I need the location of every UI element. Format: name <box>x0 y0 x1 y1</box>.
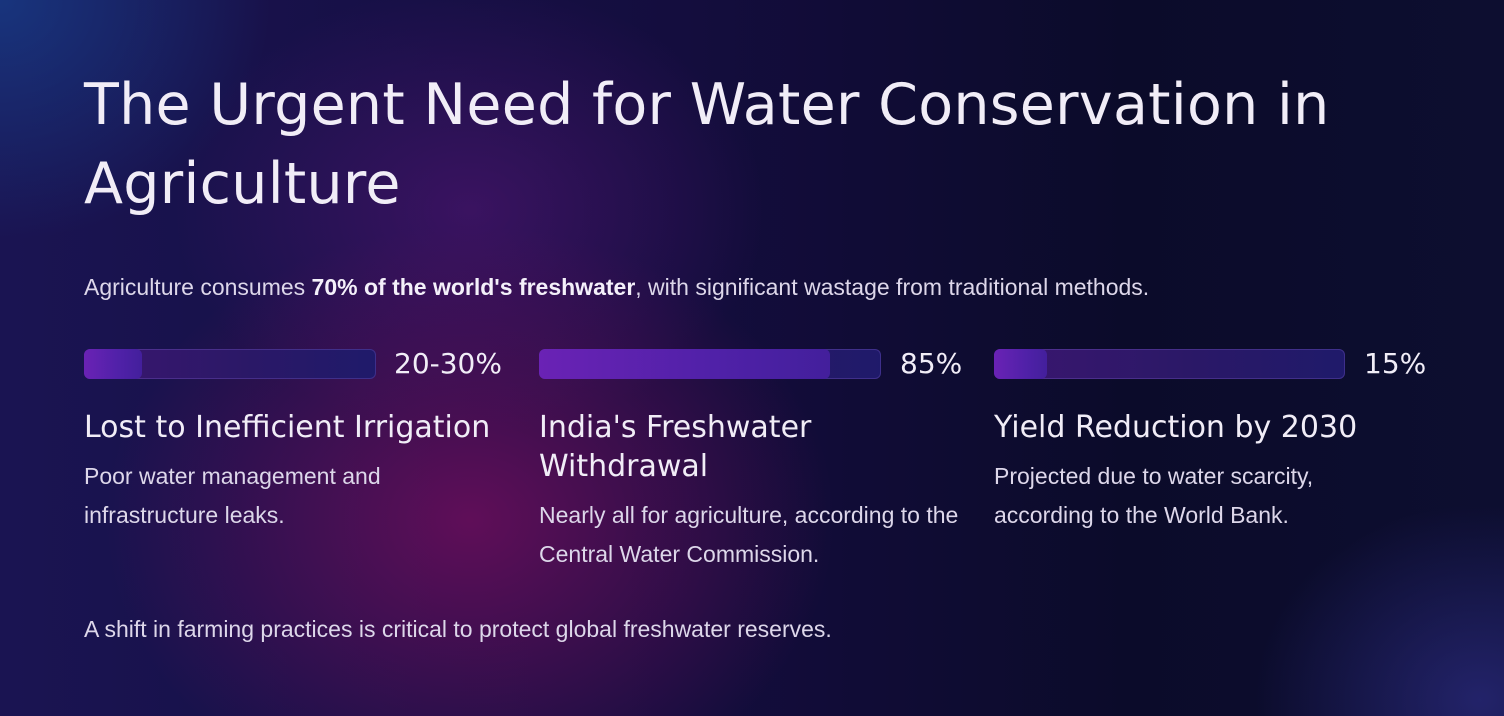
stat-value: 20-30% <box>394 347 502 380</box>
stat-title: India's Freshwater Withdrawal <box>539 410 812 484</box>
stat-title: Yield Reduction by 2030 <box>994 410 1358 445</box>
stat-bar-row: 15% <box>994 347 1427 381</box>
stat-bar-row: 20-30% <box>84 347 514 381</box>
progress-bar-track <box>84 349 376 379</box>
stat-card-india-withdrawal: 85% India's Freshwater Withdrawal Nearly… <box>539 347 969 574</box>
progress-bar-track <box>539 349 881 379</box>
slide: The Urgent Need for Water Conservation i… <box>84 0 1427 716</box>
stat-title: Lost to Inefficient Irrigation <box>84 410 491 445</box>
stat-description: Poor water management and infrastructure… <box>84 463 381 528</box>
progress-bar-fill <box>994 349 1047 379</box>
stat-value: 85% <box>900 347 963 380</box>
progress-bar-fill <box>84 349 143 379</box>
intro-highlight: 70% of the world's freshwater <box>311 274 636 300</box>
progress-bar-fill <box>539 349 830 379</box>
stat-card-yield-reduction: 15% Yield Reduction by 2030 Projected du… <box>994 347 1427 535</box>
stat-description: Nearly all for agriculture, according to… <box>539 502 959 567</box>
intro-text: Agriculture consumes 70% of the world's … <box>84 272 1149 302</box>
stat-value: 15% <box>1364 347 1427 380</box>
intro-prefix: Agriculture consumes <box>84 274 312 300</box>
intro-suffix: , with significant wastage from traditio… <box>635 274 1150 300</box>
progress-bar-track <box>994 349 1345 379</box>
stat-card-irrigation-loss: 20-30% Lost to Inefficient Irrigation Po… <box>84 347 514 535</box>
stat-bar-row: 85% <box>539 347 969 381</box>
stat-description: Projected due to water scarcity, accordi… <box>994 463 1314 528</box>
conclusion-text: A shift in farming practices is critical… <box>84 616 832 642</box>
slide-title: The Urgent Need for Water Conservation i… <box>84 72 1330 217</box>
